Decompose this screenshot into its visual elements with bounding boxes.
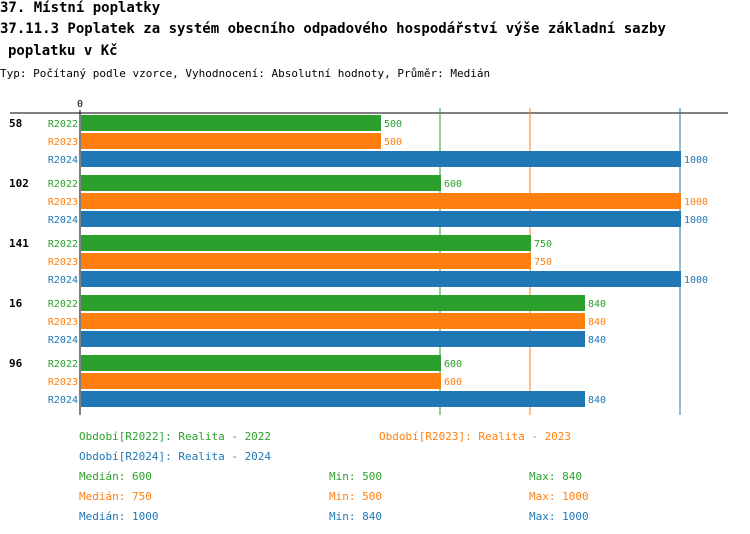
stat-median-r2022: Medián: 600 — [79, 470, 152, 483]
bar — [81, 193, 681, 209]
bar-value-label: 840 — [588, 335, 606, 346]
bar — [81, 235, 531, 251]
series-label: R2022 — [48, 299, 78, 310]
bar — [81, 253, 531, 269]
series-label: R2022 — [48, 179, 78, 190]
bar-value-label: 840 — [588, 299, 606, 310]
bar — [81, 175, 441, 191]
chart-type-description: Typ: Počítaný podle vzorce, Vyhodnocení:… — [0, 67, 491, 80]
stat-min-r2022: Min: 500 — [329, 470, 382, 483]
series-label: R2024 — [48, 155, 78, 166]
bar-value-label: 840 — [588, 317, 606, 328]
bar-value-label: 1000 — [684, 275, 708, 286]
chart-title: 37. Místní poplatky — [0, 0, 161, 16]
bar — [81, 355, 441, 371]
bar — [81, 331, 585, 347]
bar — [81, 295, 585, 311]
series-label: R2022 — [48, 239, 78, 250]
group-label: 16 — [9, 297, 23, 310]
legend-period-r2024: Období[R2024]: Realita - 2024 — [79, 450, 272, 463]
bar-value-label: 500 — [384, 137, 402, 148]
bar-value-label: 600 — [444, 359, 462, 370]
bar — [81, 115, 381, 131]
series-label: R2022 — [48, 359, 78, 370]
bar — [81, 373, 441, 389]
bar-value-label: 750 — [534, 257, 552, 268]
bar — [81, 391, 585, 407]
stat-max-r2022: Max: 840 — [529, 470, 582, 483]
bar-value-label: 500 — [384, 119, 402, 130]
series-label: R2023 — [48, 377, 78, 388]
bar-value-label: 750 — [534, 239, 552, 250]
group-label: 58 — [9, 117, 22, 130]
stat-max-r2023: Max: 1000 — [529, 490, 589, 503]
bar-value-label: 1000 — [684, 155, 708, 166]
bar-value-label: 840 — [588, 395, 606, 406]
group-label: 141 — [9, 237, 29, 250]
bar-value-label: 1000 — [684, 197, 708, 208]
stat-median-r2024: Medián: 1000 — [79, 510, 159, 523]
x-axis-zero-label: 0 — [77, 99, 83, 110]
stat-min-r2024: Min: 840 — [329, 510, 382, 523]
series-label: R2022 — [48, 119, 78, 130]
legend-period-r2023: Období[R2023]: Realita - 2023 — [379, 430, 572, 443]
chart-subtitle-line1: 37.11.3 Poplatek za systém obecního odpa… — [0, 21, 666, 37]
series-label: R2024 — [48, 335, 78, 346]
group-label: 102 — [9, 177, 29, 190]
stat-max-r2024: Max: 1000 — [529, 510, 589, 523]
series-label: R2024 — [48, 395, 78, 406]
stat-min-r2023: Min: 500 — [329, 490, 382, 503]
bar — [81, 151, 681, 167]
bar — [81, 313, 585, 329]
legend-period-r2022: Období[R2022]: Realita - 2022 — [79, 430, 272, 443]
series-label: R2023 — [48, 137, 78, 148]
bar-value-label: 1000 — [684, 215, 708, 226]
bar-value-label: 600 — [444, 179, 462, 190]
series-label: R2023 — [48, 317, 78, 328]
group-label: 96 — [9, 357, 23, 370]
stat-median-r2023: Medián: 750 — [79, 490, 152, 503]
series-label: R2024 — [48, 275, 78, 286]
bar — [81, 133, 381, 149]
series-label: R2023 — [48, 197, 78, 208]
bar — [81, 211, 681, 227]
bar-value-label: 600 — [444, 377, 462, 388]
bar — [81, 271, 681, 287]
series-label: R2024 — [48, 215, 78, 226]
series-label: R2023 — [48, 257, 78, 268]
chart-subtitle-line2: poplatku v Kč — [8, 43, 118, 59]
